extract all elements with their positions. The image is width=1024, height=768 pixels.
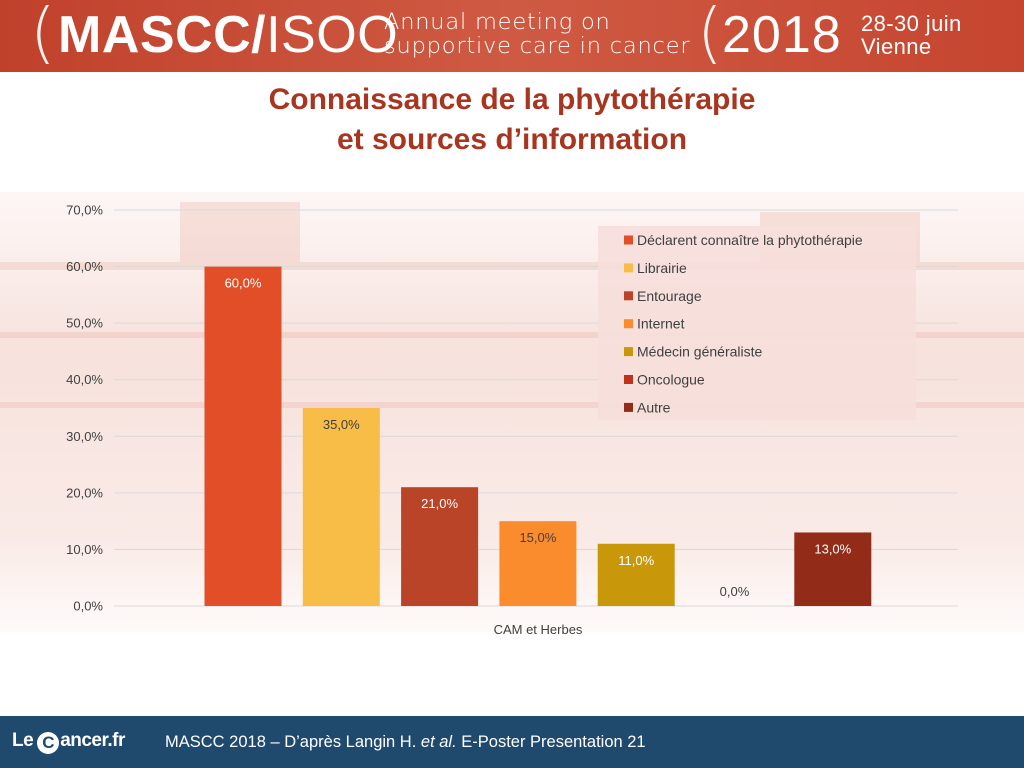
bar-1	[204, 266, 282, 606]
slide-title-line-1: Connaissance de la phytothérapie	[268, 83, 756, 116]
y-tick-label: 20,0%	[66, 485, 103, 500]
bar-5	[597, 543, 675, 606]
y-axis-ticks: 0,0% 10,0% 20,0% 30,0% 40,0% 50,0% 60,0% 70,0%	[66, 203, 103, 614]
meeting-line-1: Annual meeting on	[384, 9, 611, 35]
legend-swatch	[624, 235, 633, 245]
mascc-isoo-brand: MASCC/ISOO	[58, 5, 398, 65]
y-tick-label: 10,0%	[66, 542, 103, 557]
bar-data-label: 13,0%	[814, 541, 851, 556]
conference-year: 2018	[722, 6, 842, 64]
legend-label: Librairie	[637, 260, 687, 276]
y-tick-label: 50,0%	[66, 316, 103, 331]
y-tick-label: 60,0%	[66, 259, 103, 274]
citation-et-al: et al.	[420, 733, 457, 751]
slide-title-line-2: et sources d’information	[336, 123, 688, 156]
meeting-description: Annual meeting on supportive care in can…	[384, 10, 690, 58]
logo-rest-text: ancer.fr	[60, 730, 125, 751]
x-axis-category-label: CAM et Herbes	[494, 622, 583, 637]
y-tick-label: 40,0%	[66, 372, 103, 387]
bar-2	[302, 408, 380, 606]
y-tick-label: 70,0%	[66, 203, 103, 218]
legend-label: Internet	[637, 316, 685, 332]
legend-label: Entourage	[637, 288, 702, 304]
bar-data-label: 11,0%	[618, 553, 654, 568]
legend-label: Déclarent connaître la phytothérapie	[637, 232, 863, 248]
y-tick-label: 30,0%	[66, 429, 103, 444]
citation-suffix: E-Poster Presentation 21	[456, 733, 646, 751]
header-right-parenthesis: (	[697, 0, 723, 71]
legend-box	[598, 226, 916, 420]
meeting-line-2: supportive care in cancer	[384, 33, 691, 59]
bar-data-label: 15,0%	[519, 530, 556, 545]
bar-data-label: 60,0%	[225, 276, 262, 291]
conference-header: ( MASCC/ISOO Annual meeting on supportiv…	[0, 0, 1024, 72]
chart-bars	[204, 266, 872, 606]
logo-le-text: Le	[12, 730, 34, 751]
logo-c-circle: C	[37, 732, 60, 754]
legend-label: Médecin généraliste	[637, 344, 763, 360]
legend-swatch	[624, 347, 633, 357]
bar-7	[794, 532, 872, 606]
legend-swatch	[624, 402, 633, 412]
legend-swatch	[624, 375, 633, 384]
conference-dates: 28-30 juin Vienne	[861, 12, 962, 58]
brand-bold-text: MASCC/	[58, 6, 267, 64]
dates-line-1: 28-30 juin	[861, 11, 962, 36]
bar-4	[499, 521, 577, 606]
legend-label: Oncologue	[637, 372, 705, 388]
legend-swatch	[624, 263, 633, 273]
source-citation: MASCC 2018 – D’après Langin H. et al. E-…	[165, 733, 646, 752]
bar-data-label: 35,0%	[323, 417, 360, 432]
chart-legend: Déclarent connaître la phytothérapie Libr…	[624, 232, 863, 415]
bar-chart: 0,0%10,0%20,0%30,0%40,0%50,0%60,0%70,0% …	[66, 203, 958, 637]
chart-data-labels: 60,0% 35,0% 21,0% 15,0% 11,0% 0,0% 13,0%	[225, 276, 852, 599]
brand-light-text: ISOO	[266, 6, 399, 64]
bar-data-label: 21,0%	[421, 496, 458, 511]
legend-label: Autre	[637, 399, 671, 415]
bar-3	[401, 487, 479, 606]
header-left-parenthesis: (	[30, 0, 56, 71]
legend-swatch	[624, 291, 633, 301]
bar-data-label: 0,0%	[720, 584, 750, 599]
dates-line-2: Vienne	[861, 34, 932, 59]
slide-title: Connaissance de la phytothérapie et sour…	[0, 80, 1024, 160]
y-tick-label: 0,0%	[73, 599, 103, 614]
citation-prefix: MASCC 2018 – D’après Langin H.	[165, 733, 421, 751]
legend-swatch	[624, 319, 633, 329]
